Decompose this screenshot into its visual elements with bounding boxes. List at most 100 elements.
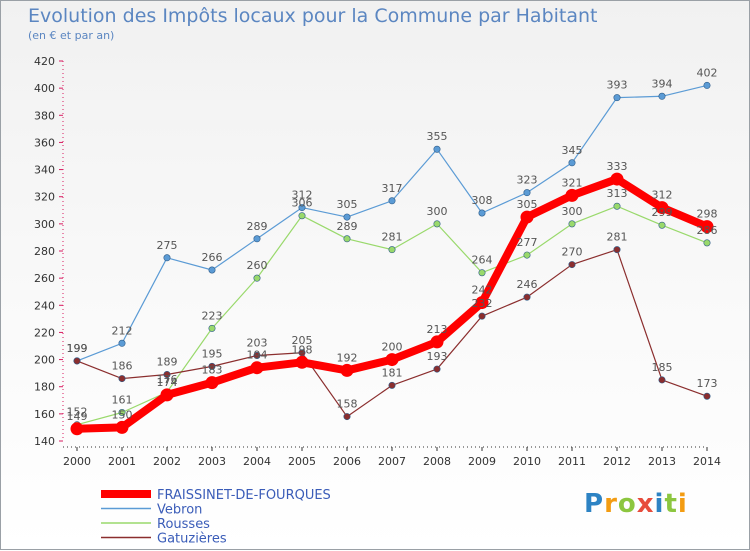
- data-label-rousses: 260: [247, 259, 268, 272]
- data-label-gatuzi-res: 158: [337, 398, 358, 411]
- data-point-rousses: [433, 220, 441, 228]
- data-point-rousses: [613, 202, 621, 210]
- data-point-fraissinet-de-fourques: [565, 188, 579, 202]
- data-labels-layer: 199 212 275 266 289 312 305 317 355 308 323 345 393 3…: [67, 66, 718, 422]
- data-point-vebron: [388, 197, 396, 205]
- y-tick-label: 420: [34, 55, 55, 68]
- data-point-gatuzi-res: [613, 246, 621, 254]
- data-point-rousses: [658, 221, 666, 229]
- data-point-vebron: [118, 339, 126, 347]
- data-point-fraissinet-de-fourques: [385, 353, 399, 367]
- data-label-vebron: 394: [652, 77, 673, 90]
- data-label-fraissinet-de-fourques: 312: [652, 189, 673, 202]
- data-label-rousses: 223: [202, 309, 223, 322]
- y-tick-label: 400: [34, 82, 55, 95]
- legend-label-rousses: Rousses: [157, 517, 210, 532]
- data-point-gatuzi-res: [478, 312, 486, 320]
- x-tick-label: 2000: [63, 455, 91, 468]
- data-label-vebron: 266: [202, 251, 223, 264]
- data-point-fraissinet-de-fourques: [115, 420, 129, 434]
- data-label-gatuzi-res: 193: [427, 350, 448, 363]
- data-label-fraissinet-de-fourques: 242: [472, 284, 493, 297]
- x-tick-label: 2013: [648, 455, 676, 468]
- data-label-fraissinet-de-fourques: 333: [607, 160, 628, 173]
- data-point-fraissinet-de-fourques: [160, 388, 174, 402]
- data-point-rousses: [523, 251, 531, 259]
- data-point-fraissinet-de-fourques: [655, 201, 669, 215]
- data-label-rousses: 300: [562, 205, 583, 218]
- y-tick-label: 240: [34, 299, 55, 312]
- data-point-rousses: [253, 274, 261, 282]
- data-label-vebron: 393: [607, 79, 628, 92]
- data-label-vebron: 355: [427, 130, 448, 143]
- data-label-fraissinet-de-fourques: 198: [292, 343, 313, 356]
- legend: FRAISSINET-DE-FOURQUESVebronRoussesGatuz…: [101, 488, 331, 547]
- data-point-rousses: [118, 408, 126, 416]
- data-point-vebron: [433, 145, 441, 153]
- x-tick-label: 2002: [153, 455, 181, 468]
- data-label-gatuzi-res: 195: [202, 347, 223, 360]
- data-point-fraissinet-de-fourques: [70, 422, 84, 436]
- data-label-gatuzi-res: 203: [247, 337, 268, 350]
- data-label-rousses: 176: [157, 373, 178, 386]
- data-label-rousses: 300: [427, 205, 448, 218]
- data-label-gatuzi-res: 186: [112, 360, 133, 373]
- data-label-vebron: 212: [112, 324, 133, 337]
- y-tick-label: 320: [34, 191, 55, 204]
- y-tick-label: 300: [34, 218, 55, 231]
- data-point-gatuzi-res: [253, 351, 261, 359]
- data-point-vebron: [253, 235, 261, 243]
- data-label-fraissinet-de-fourques: 149: [67, 410, 88, 423]
- data-label-gatuzi-res: 232: [472, 297, 493, 310]
- data-label-gatuzi-res: 185: [652, 361, 673, 374]
- data-label-fraissinet-de-fourques: 305: [517, 198, 538, 211]
- data-label-vebron: 275: [157, 239, 178, 252]
- data-label-vebron: 323: [517, 174, 538, 187]
- x-tick-label: 2006: [333, 455, 361, 468]
- data-label-rousses: 299: [652, 206, 673, 219]
- data-label-vebron: 317: [382, 182, 403, 195]
- data-point-vebron: [568, 159, 576, 167]
- data-label-fraissinet-de-fourques: 321: [562, 176, 583, 189]
- data-label-vebron: 402: [697, 66, 718, 79]
- data-point-fraissinet-de-fourques: [700, 220, 714, 234]
- x-tick-label: 2008: [423, 455, 451, 468]
- data-label-gatuzi-res: 205: [292, 334, 313, 347]
- data-label-vebron: 289: [247, 220, 268, 233]
- data-label-fraissinet-de-fourques: 192: [337, 351, 358, 364]
- y-tick-label: 380: [34, 109, 55, 122]
- legend-label-fraissinet-de-fourques: FRAISSINET-DE-FOURQUES: [157, 488, 331, 503]
- data-point-vebron: [523, 189, 531, 197]
- data-point-fraissinet-de-fourques: [250, 361, 264, 375]
- y-tick-label: 180: [34, 381, 55, 394]
- y-tick-label: 220: [34, 326, 55, 339]
- x-tick-label: 2012: [603, 455, 631, 468]
- y-tick-label: 200: [34, 354, 55, 367]
- data-label-fraissinet-de-fourques: 150: [112, 408, 133, 421]
- data-label-rousses: 313: [607, 187, 628, 200]
- data-label-fraissinet-de-fourques: 174: [157, 376, 178, 389]
- data-label-rousses: 286: [697, 224, 718, 237]
- data-label-vebron: 308: [472, 194, 493, 207]
- data-label-gatuzi-res: 270: [562, 246, 583, 259]
- logo-letter: o: [617, 489, 637, 519]
- x-tick-label: 2004: [243, 455, 271, 468]
- chart-subtitle: (en € et par an): [28, 29, 115, 42]
- data-point-gatuzi-res: [163, 370, 171, 378]
- data-label-fraissinet-de-fourques: 213: [427, 323, 448, 336]
- legend-label-vebron: Vebron: [157, 503, 202, 518]
- data-point-fraissinet-de-fourques: [475, 296, 489, 310]
- data-point-fraissinet-de-fourques: [340, 363, 354, 377]
- data-point-vebron: [703, 81, 711, 89]
- data-point-fraissinet-de-fourques: [295, 355, 309, 369]
- data-point-vebron: [163, 254, 171, 262]
- data-label-rousses: 289: [337, 220, 358, 233]
- data-label-rousses: 264: [472, 254, 493, 267]
- data-point-fraissinet-de-fourques: [520, 210, 534, 224]
- logo-letter: P: [584, 489, 605, 519]
- data-point-rousses: [208, 324, 216, 332]
- x-tick-label: 2009: [468, 455, 496, 468]
- data-point-fraissinet-de-fourques: [430, 335, 444, 349]
- data-point-gatuzi-res: [118, 375, 126, 383]
